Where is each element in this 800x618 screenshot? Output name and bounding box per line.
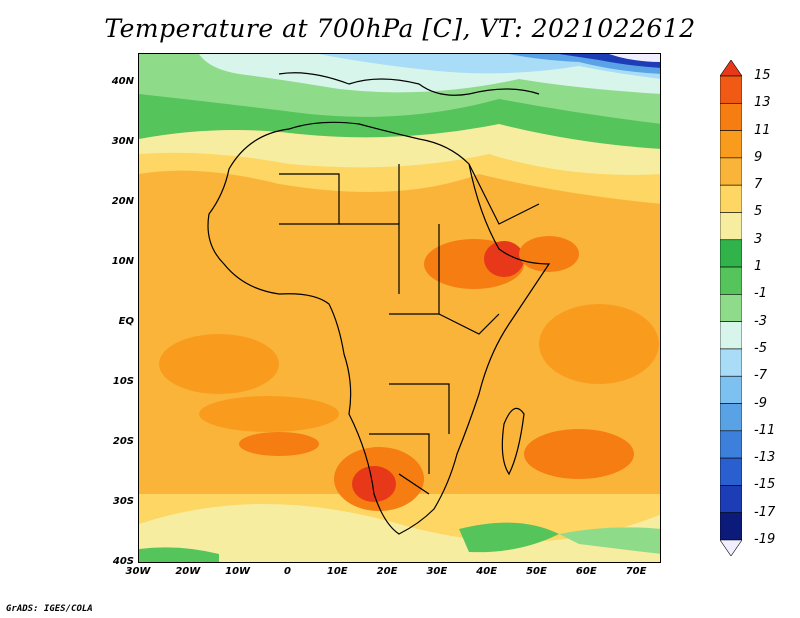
colorbar-label: -19 [754, 532, 776, 547]
lon-tick-label: 40E [476, 566, 498, 577]
colorbar-swatch [720, 75, 742, 104]
lon-tick-label: 30W [125, 566, 151, 577]
colorbar-swatch [720, 184, 742, 213]
map-title: Temperature at 700hPa [C], VT: 202102261… [104, 14, 696, 43]
colorbar-swatch [720, 130, 742, 159]
lat-tick-label: 20S [112, 436, 134, 447]
colorbar-label: -13 [754, 450, 776, 466]
colorbar-swatch [720, 375, 742, 404]
colorbar-label: -3 [754, 313, 767, 329]
lat-tick-label: 20N [111, 196, 134, 207]
colorbar-swatch [720, 60, 742, 77]
lat-tick-label: EQ [118, 316, 134, 327]
colorbar-swatch [720, 348, 742, 377]
colorbar-label: 15 [754, 68, 771, 83]
colorbar-label: -7 [754, 368, 767, 384]
colorbar-label: 11 [754, 122, 771, 138]
colorbar-label: 3 [754, 231, 763, 247]
colorbar-swatch [720, 457, 742, 486]
lat-tick-label: 30N [111, 136, 134, 147]
colorbar-swatch [720, 512, 742, 541]
lon-tick-label: 30E [426, 566, 448, 577]
lat-tick-label: 10N [111, 256, 134, 267]
colorbar-label: 9 [754, 149, 763, 165]
colorbar-label: 5 [754, 204, 763, 220]
colorbar-swatch [720, 239, 742, 268]
colorbar-label: -11 [754, 422, 776, 438]
colorbar-label: -9 [754, 395, 767, 411]
colorbar-swatch [720, 321, 742, 350]
colorbar-label: -17 [754, 504, 776, 520]
colorbar-label: 7 [754, 177, 763, 193]
temperature-field [139, 54, 660, 562]
lon-tick-label: 10E [326, 566, 348, 577]
colorbar-swatch [720, 485, 742, 514]
colorbar-swatch [720, 539, 742, 556]
colorbar-swatch [720, 430, 742, 459]
colorbar-label: 1 [754, 259, 763, 275]
colorbar-label: -1 [754, 286, 767, 302]
lon-tick-label: 20W [175, 566, 201, 577]
credit-text: GrADS: IGES/COLA [6, 604, 93, 614]
colorbar-swatch [720, 294, 742, 322]
colorbar-swatch [720, 157, 742, 186]
lat-tick-label: 30S [112, 496, 134, 507]
lon-tick-label: 0 [283, 566, 291, 577]
lon-tick-label: 20E [376, 566, 398, 577]
colorbar-swatch [720, 102, 742, 131]
lat-tick-label: 10S [112, 376, 134, 387]
colorbar-label: -5 [754, 340, 767, 356]
colorbar-label: 13 [754, 95, 771, 111]
lon-tick-label: 50E [526, 566, 547, 577]
lat-tick-label: 40S [112, 556, 134, 567]
lon-tick-label: 10W [225, 566, 251, 577]
colorbar-label: -15 [754, 477, 776, 493]
temperature-map [138, 53, 661, 563]
lon-tick-label: 70E [625, 566, 647, 577]
colorbar-swatch [720, 212, 742, 241]
lat-tick-label: 40N [111, 76, 134, 87]
lon-tick-label: 60E [575, 566, 597, 577]
colorbar [720, 60, 742, 556]
colorbar-swatch [720, 403, 742, 432]
colorbar-swatch [720, 266, 742, 295]
